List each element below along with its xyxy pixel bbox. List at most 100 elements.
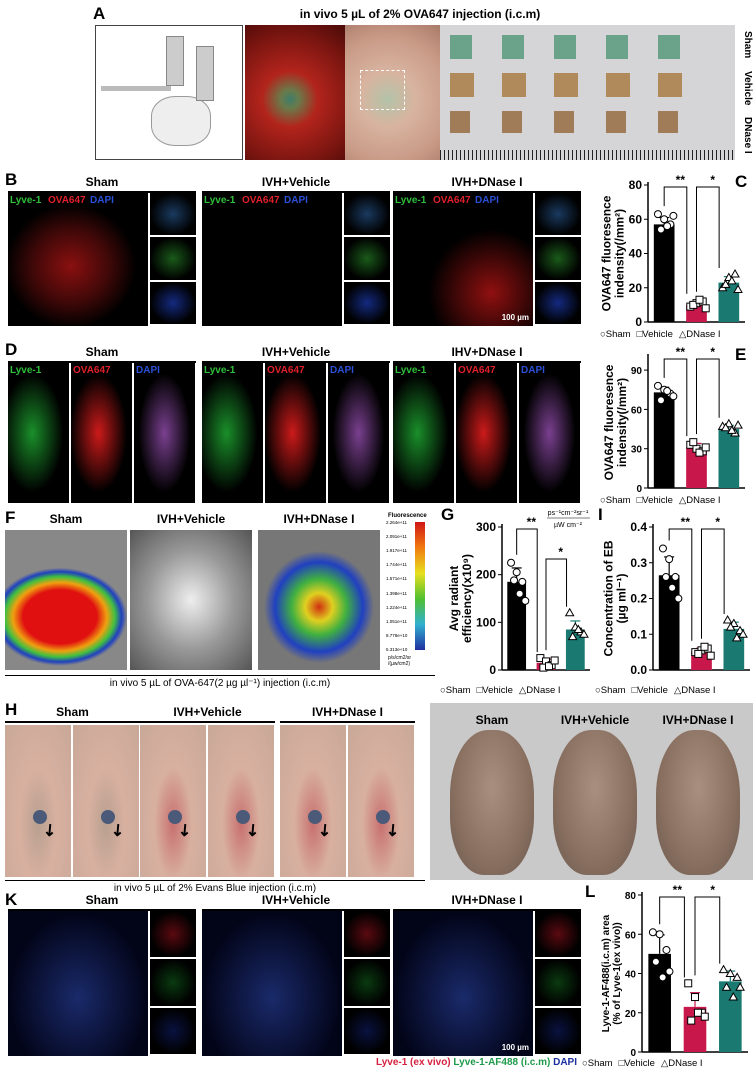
thumbnail-image	[344, 911, 390, 958]
channel-label: OVA647	[433, 195, 471, 206]
group-title: IVH+Vehicle	[560, 713, 630, 727]
data-point	[701, 304, 710, 313]
y-tick-label: 80	[629, 178, 643, 192]
data-point	[656, 396, 665, 405]
data-point	[660, 215, 669, 224]
y-axis-label-line: Lyve-1-AF488(i.c.m) area	[601, 914, 612, 1032]
significance-label: *	[710, 173, 715, 187]
y-tick-label: 0	[489, 663, 496, 677]
legend-item: □Vehicle	[637, 329, 673, 340]
data-point	[720, 422, 731, 432]
data-point	[726, 425, 737, 434]
confocal-channel-image: OVA647	[71, 363, 132, 503]
chart-c: 0 20 40 60 80 OVA647 fluoresence indensity(/mm…	[600, 173, 745, 340]
y-axis-label-line: (% of Lyve-1(ex vivo))	[612, 922, 623, 1024]
bar-sham	[658, 575, 680, 670]
colorbar-tick: 1.051e+11	[386, 618, 408, 624]
data-point	[730, 269, 740, 278]
ivis-image	[258, 530, 380, 670]
ivis-image	[5, 530, 127, 670]
skull-image	[656, 730, 740, 875]
dye-spot	[101, 810, 115, 824]
channel-label: Lyve-1	[395, 365, 427, 376]
colorbar-tick: 1.571e+11	[386, 576, 408, 582]
colorbar-tick: 1.917e+11	[386, 548, 408, 554]
skull-image	[450, 730, 534, 875]
surgery-photo	[245, 25, 345, 160]
channel-label: OVA647	[48, 195, 86, 206]
group-title: IVH+Vehicle	[156, 512, 226, 526]
colorbar-tick: 2.264e+11	[386, 520, 408, 525]
thumbnail-image	[535, 237, 581, 280]
bar-sham	[507, 581, 527, 670]
y-tick-label: 40	[625, 970, 637, 981]
dye-spot	[376, 810, 390, 824]
group-title: Sham	[49, 512, 83, 526]
main-image: Lyve-1 OVA647 DAPI 100 µm	[393, 193, 533, 326]
bar-vehicle	[686, 447, 707, 488]
data-point	[663, 222, 672, 231]
y-tick-label: 0.3	[630, 556, 647, 570]
thumbnail-image	[344, 193, 390, 236]
colorbar-tick: 2.091e+11	[386, 534, 408, 540]
significance-bracket	[694, 896, 721, 976]
group-title: IVH+DNase I	[393, 175, 581, 193]
channel-label: OVA647	[458, 365, 496, 376]
thumbnail-image	[150, 959, 196, 1006]
y-tick-label: 60	[631, 405, 643, 416]
y-tick-label: 0.4	[630, 520, 647, 534]
y-tick-label: 0	[630, 1048, 636, 1059]
thumbnail-image	[535, 959, 581, 1006]
channel-label: OVA647	[73, 365, 111, 376]
data-point	[721, 982, 732, 991]
chart-l: 0 20 40 60 80 Lyve-1-AF488(i.c.m) area (% of L…	[582, 883, 748, 1069]
thumbnail-image	[150, 237, 196, 280]
y-tick-label: 30	[631, 445, 643, 456]
scale-bar-label: 100 µm	[501, 313, 529, 322]
y-tick-label: 0.2	[630, 592, 647, 606]
legend-item: □Vehicle	[637, 495, 673, 506]
data-point	[663, 387, 672, 396]
data-point	[510, 576, 519, 585]
significance-bracket	[701, 528, 725, 639]
data-point	[728, 992, 739, 1001]
group-title: IVH+Vehicle	[140, 705, 275, 723]
data-point	[648, 928, 657, 937]
colorbar-ticks: 2.264e+11 2.091e+11 1.917e+11 1.744e+11 1.57…	[386, 520, 414, 652]
panel-a-title: in vivo 5 µL of 2% OVA647 injection (i.c…	[299, 7, 541, 21]
significance-bracket	[668, 528, 693, 641]
unit-note: ps⁻¹cm⁻²sr⁻¹ µW cm⁻²	[547, 510, 590, 529]
injection-site-photo	[345, 25, 440, 160]
dye-spot	[236, 810, 250, 824]
bar-dnase-i	[719, 981, 742, 1052]
evans-blue-photo: ↙	[208, 725, 274, 877]
data-point	[684, 979, 693, 988]
y-axis-label-line: (µg ml⁻¹)	[614, 574, 628, 624]
injection-schematic	[95, 25, 243, 160]
confocal-channel-image: DAPI	[328, 363, 389, 503]
significance-label: *	[710, 883, 715, 897]
group-title: Sham	[475, 713, 509, 727]
colorbar	[415, 522, 425, 650]
channel-label: Lyve-1	[10, 195, 42, 206]
group-title: IVH+Vehicle	[202, 345, 390, 363]
legend-item: ○Sham	[600, 329, 631, 340]
legend-item: ○Sham	[582, 1058, 613, 1069]
thumbnail-image	[344, 959, 390, 1006]
thumbnail-image	[150, 911, 196, 958]
data-point	[521, 596, 530, 605]
dye-spot	[168, 810, 182, 824]
thumbnail-image	[150, 1007, 196, 1054]
significance-bracket	[516, 528, 538, 653]
data-point	[695, 295, 704, 304]
panel-label-e: E	[735, 345, 747, 364]
side-label-sham: Sham	[742, 31, 753, 59]
data-point	[726, 275, 737, 285]
channel-label: DAPI	[136, 365, 160, 376]
panel-label-c: C	[735, 172, 748, 191]
legend-lyve1-ex-vivo: Lyve-1 (ex vivo)	[375, 1057, 451, 1068]
side-label-vehicle: Vehicle	[742, 70, 753, 105]
data-point	[669, 211, 678, 220]
group-title: IVH+DNase I	[283, 512, 355, 526]
